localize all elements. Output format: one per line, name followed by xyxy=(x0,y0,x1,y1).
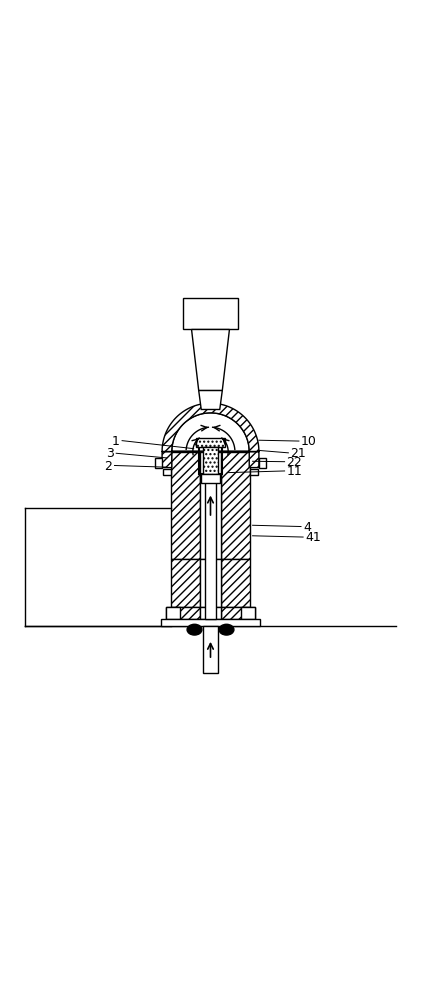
Bar xyxy=(205,452,216,619)
Text: 4: 4 xyxy=(303,521,311,534)
Bar xyxy=(166,607,171,619)
Bar xyxy=(196,438,225,447)
Bar xyxy=(203,626,218,673)
Bar xyxy=(199,447,222,474)
Bar xyxy=(183,298,238,329)
Ellipse shape xyxy=(187,624,202,635)
Text: 21: 21 xyxy=(290,447,306,460)
Bar xyxy=(171,607,200,619)
Bar xyxy=(200,607,221,619)
Text: 10: 10 xyxy=(301,435,317,448)
Bar xyxy=(221,607,250,619)
Text: 22: 22 xyxy=(286,456,302,469)
Text: 11: 11 xyxy=(286,465,302,478)
Text: 2: 2 xyxy=(104,460,112,473)
Polygon shape xyxy=(162,403,259,468)
Bar xyxy=(250,607,255,619)
Text: 3: 3 xyxy=(106,447,114,460)
Polygon shape xyxy=(192,329,229,391)
Bar xyxy=(171,559,200,607)
Polygon shape xyxy=(172,413,249,452)
Polygon shape xyxy=(199,391,222,409)
Ellipse shape xyxy=(219,624,234,635)
Bar xyxy=(200,452,221,559)
Bar xyxy=(171,452,200,559)
Text: 41: 41 xyxy=(306,531,321,544)
Bar xyxy=(221,559,250,607)
Bar xyxy=(200,559,221,607)
Bar xyxy=(166,607,180,619)
Bar xyxy=(203,447,218,474)
Bar xyxy=(155,458,162,468)
Bar xyxy=(161,619,260,626)
Bar xyxy=(241,607,255,619)
Text: 1: 1 xyxy=(112,435,120,448)
Bar xyxy=(250,469,258,475)
Bar xyxy=(201,474,220,483)
Bar xyxy=(163,469,171,475)
Bar xyxy=(259,458,266,468)
Bar xyxy=(221,452,250,559)
